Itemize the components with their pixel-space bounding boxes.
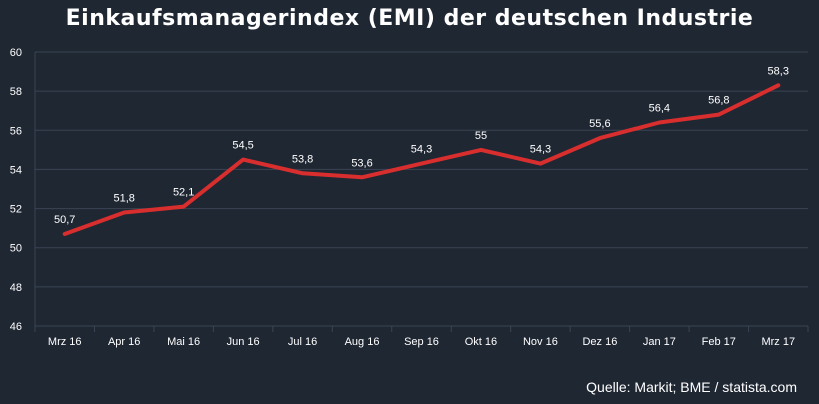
- y-tick-label: 54: [10, 164, 22, 176]
- data-label: 55: [475, 130, 487, 142]
- data-label: 53,6: [351, 157, 372, 169]
- x-tick-label: Feb 17: [702, 336, 736, 348]
- x-tick-label: Aug 16: [345, 336, 380, 348]
- data-label: 51,8: [113, 192, 134, 204]
- y-tick-label: 50: [10, 243, 22, 255]
- x-tick-label: Okt 16: [465, 336, 497, 348]
- y-tick-label: 56: [10, 125, 22, 137]
- x-tick-label: Mrz 16: [48, 336, 82, 348]
- y-tick-label: 48: [10, 282, 22, 294]
- y-tick-label: 60: [10, 47, 22, 59]
- data-label: 52,1: [173, 187, 194, 199]
- x-tick-label: Apr 16: [108, 336, 140, 348]
- data-label: 54,5: [232, 140, 253, 152]
- x-tick-label: Mrz 17: [761, 336, 795, 348]
- data-label: 55,6: [589, 118, 610, 130]
- data-label: 53,8: [292, 153, 313, 165]
- y-tick-label: 46: [10, 321, 22, 333]
- y-axis-ticks: 46 48 50 52 54 56 58 60: [10, 47, 22, 333]
- gridlines: [34, 51, 808, 327]
- data-label: 50,7: [54, 214, 75, 226]
- series-line-group: [62, 83, 781, 236]
- y-tick-label: 58: [10, 86, 22, 98]
- source-note: Quelle: Markit; BME / statista.com: [586, 379, 797, 395]
- series-line: [62, 83, 781, 236]
- data-label: 54,3: [530, 144, 551, 156]
- x-tick-label: Dez 16: [582, 336, 617, 348]
- data-label: 56,4: [649, 102, 670, 114]
- x-axis-ticks: Mrz 16 Apr 16 Mai 16 Jun 16 Jul 16 Aug 16 Sep …: [34, 326, 809, 348]
- data-label: 58,3: [768, 65, 789, 77]
- x-tick-label: Sep 16: [404, 336, 439, 348]
- data-label: 56,8: [708, 95, 729, 107]
- x-tick-label: Jun 16: [227, 336, 260, 348]
- y-tick-label: 52: [10, 204, 22, 216]
- data-label: 54,3: [411, 144, 432, 156]
- x-tick-label: Jul 16: [288, 336, 317, 348]
- data-labels: 50,7 51,8 52,1 54,5 53,8 53,6 54,3 55 54,3 55,6 56…: [54, 65, 789, 226]
- x-tick-label: Nov 16: [523, 336, 558, 348]
- x-tick-label: Jan 17: [643, 336, 676, 348]
- chart-title: Einkaufsmanagerindex (EMI) der deutschen…: [65, 6, 754, 31]
- x-tick-label: Mai 16: [167, 336, 200, 348]
